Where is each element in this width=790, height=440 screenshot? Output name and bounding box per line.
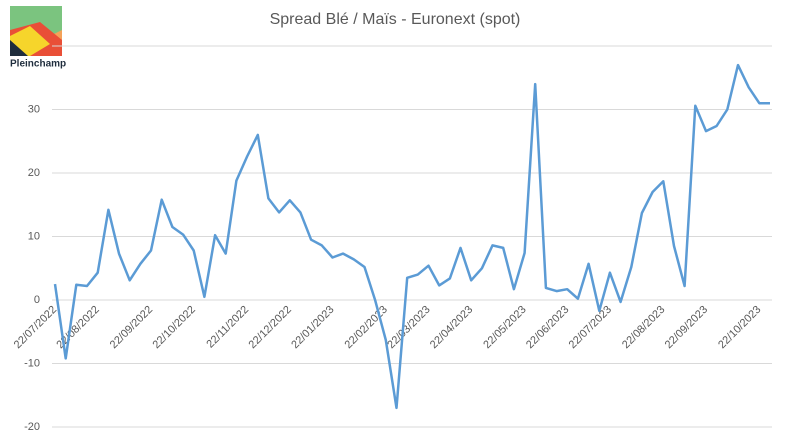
y-tick-label: 0 (34, 294, 40, 306)
x-tick-label: 22/12/2022 (247, 304, 294, 351)
y-tick-label: 30 (28, 103, 40, 115)
x-tick-label: 22/11/2022 (204, 304, 251, 351)
x-tick-label: 22/08/2023 (620, 304, 667, 351)
x-tick-label: 22/10/2023 (716, 304, 763, 351)
y-tick-label: 10 (28, 230, 40, 242)
x-tick-label: 22/07/2022 (12, 304, 59, 351)
logo-text: Pleinchamp (10, 59, 66, 70)
y-tick-label: 20 (28, 167, 40, 179)
logo-shape (10, 26, 50, 56)
x-tick-label: 22/05/2023 (481, 304, 528, 351)
logo-shape (10, 40, 28, 56)
x-tick-label: 22/04/2023 (428, 304, 475, 351)
x-tick-label: 22/09/2022 (108, 304, 155, 351)
x-tick-label: 22/01/2023 (289, 304, 336, 351)
x-tick-label: 22/10/2022 (150, 304, 197, 351)
chart-title: Spread Blé / Maïs - Euronext (spot) (270, 11, 521, 28)
x-tick-label: 22/03/2023 (385, 304, 432, 351)
y-tick-label: -10 (24, 357, 40, 369)
data-line (53, 63, 770, 410)
x-tick-label: 22/09/2023 (663, 304, 710, 351)
y-tick-label: -20 (24, 421, 40, 433)
x-tick-label: 22/06/2023 (524, 304, 571, 351)
logo: Pleinchamp (10, 6, 66, 70)
x-tick-label: 22/07/2023 (567, 304, 614, 351)
